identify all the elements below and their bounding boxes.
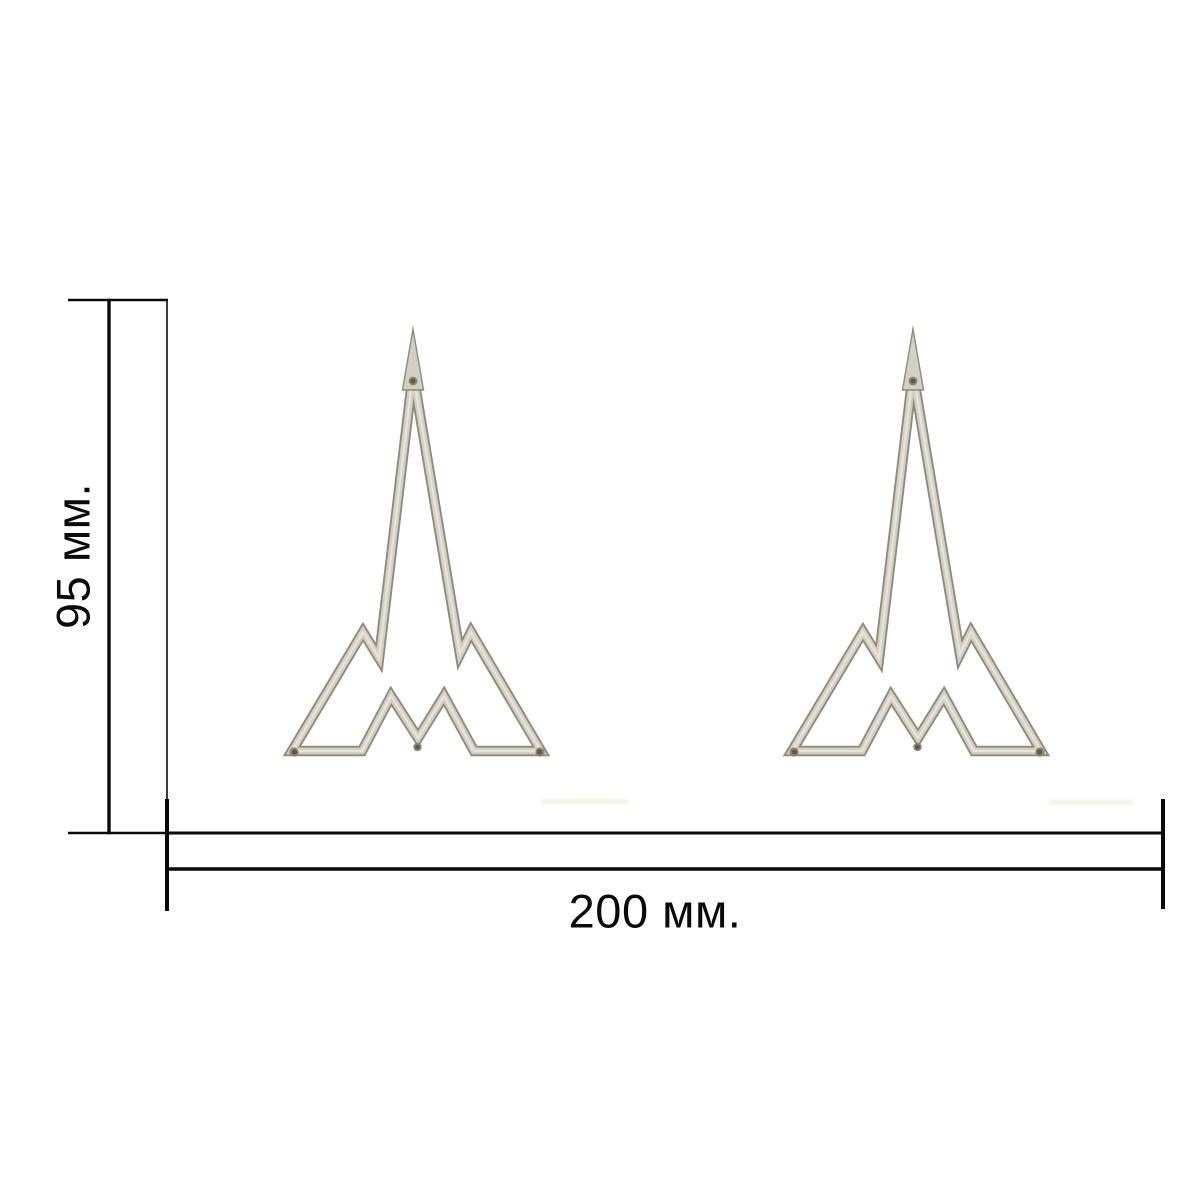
emblem-left xyxy=(289,329,544,757)
emblem-right xyxy=(789,329,1044,757)
width-dimension-label: 200 мм. xyxy=(568,884,742,938)
shadow-artifact-left xyxy=(541,799,629,804)
shadow-artifact-right xyxy=(1048,800,1134,805)
height-dimension-label: 95 мм. xyxy=(46,482,100,630)
